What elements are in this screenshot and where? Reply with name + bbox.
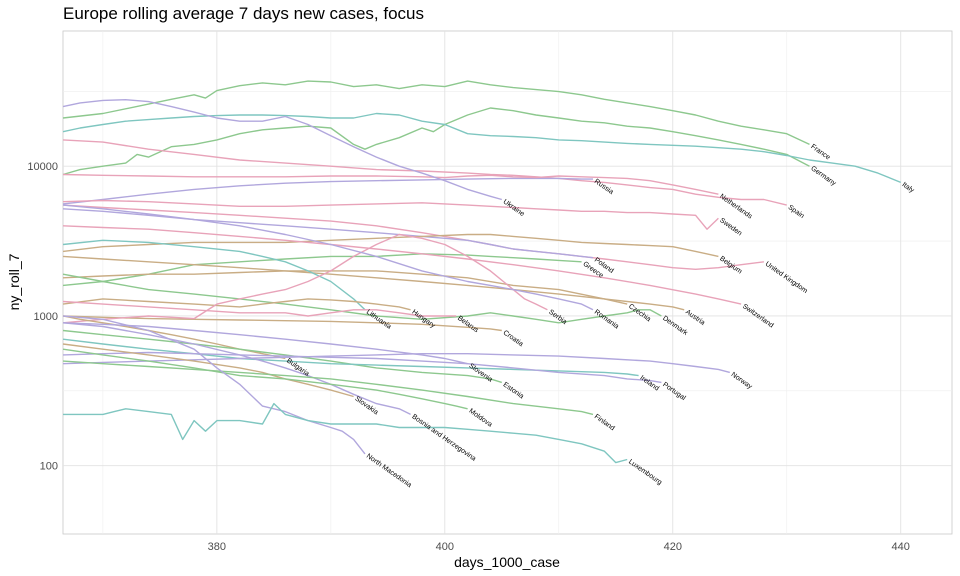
series-line-belarus [62,300,457,317]
x-tick-label-420: 420 [664,541,682,553]
series-line-estonia [62,329,503,384]
series-line-portugal [62,351,662,384]
axis-ticks: 380 400 420 440 100 1000 10000 [27,161,909,553]
y-tick-label-1000: 1000 [34,311,58,323]
series-line-ukraine [62,98,502,201]
series-line-switzerland [62,225,742,305]
series-line-romania [62,204,594,311]
series-line-czechia [62,270,628,305]
series-line-bosnia-and-herzegovina [62,322,411,416]
series-line-bulgaria [62,315,286,360]
series-line-austria [62,255,685,311]
series-line-slovakia [62,343,354,398]
series-line-italy [62,112,901,184]
series-line-germany [62,107,810,176]
series-line-north-macedonia [62,315,366,455]
series-line-belgium [62,233,719,258]
y-tick-label-10000: 10000 [27,161,58,173]
x-tick-label-400: 400 [436,541,454,553]
series-line-croatia [62,315,502,332]
series-lines [62,80,901,464]
series-line-luxembourg [63,402,628,464]
x-tick-label-380: 380 [208,541,226,553]
x-axis-title: days_1000_case [454,554,560,570]
series-line-slovenia [62,322,468,365]
series-line-finland [62,360,594,416]
plot-panel [62,30,953,535]
series-line-moldova [62,348,468,410]
series-line-france [62,80,810,146]
series-line-sweden [62,199,719,230]
series-line-netherlands [62,173,719,195]
series-line-serbia [62,233,548,324]
x-tick-label-440: 440 [892,541,910,553]
series-line-spain [62,139,787,206]
major-gridlines [63,31,952,534]
y-axis-title: ny_roll_7 [6,253,22,310]
series-line-lithuania [62,239,366,311]
series-line-russia [62,177,593,205]
y-tick-label-100: 100 [40,461,58,473]
series-line-ireland [62,338,639,377]
minor-gridlines [63,31,952,534]
chart-title: Europe rolling average 7 days new cases,… [63,4,424,23]
series-line-hungary [62,298,411,311]
series-line-denmark [62,273,662,324]
